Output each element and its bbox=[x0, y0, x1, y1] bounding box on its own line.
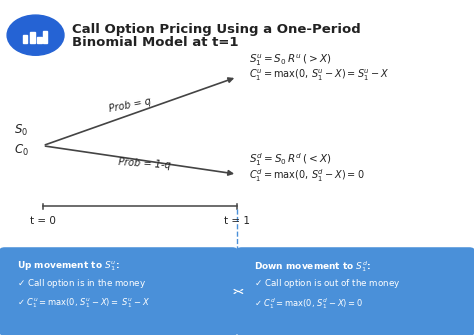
Text: Binomial Model at t=1: Binomial Model at t=1 bbox=[72, 37, 238, 49]
Bar bbox=[37, 37, 42, 43]
FancyBboxPatch shape bbox=[0, 247, 238, 335]
Bar bbox=[23, 35, 27, 43]
Text: $C_1^d = \max(0,\,S_1^d - X) = 0$: $C_1^d = \max(0,\,S_1^d - X) = 0$ bbox=[249, 168, 365, 184]
Text: $S_1^d = S_0\,R^d\;(<X)$: $S_1^d = S_0\,R^d\;(<X)$ bbox=[249, 151, 332, 168]
Text: $\checkmark$ $C_1^d = \max(0,\,S_1^d - X) = 0$: $\checkmark$ $C_1^d = \max(0,\,S_1^d - X… bbox=[254, 296, 363, 311]
Text: $C_1^u = \max(0,\,S_1^u - X) = S_1^u - X$: $C_1^u = \max(0,\,S_1^u - X) = S_1^u - X… bbox=[249, 68, 389, 83]
Text: Call Option Pricing Using a One-Period: Call Option Pricing Using a One-Period bbox=[72, 23, 361, 36]
Text: $\checkmark$ Call option is in the money: $\checkmark$ Call option is in the money bbox=[17, 277, 146, 289]
Text: Up movement to $S_1^u$:: Up movement to $S_1^u$: bbox=[17, 260, 119, 273]
FancyBboxPatch shape bbox=[236, 247, 474, 335]
Text: Prob = 1-q: Prob = 1-q bbox=[118, 156, 171, 170]
Text: Down movement to $S_1^d$:: Down movement to $S_1^d$: bbox=[254, 259, 371, 274]
Text: $\checkmark$ $C_1^u = \max(0,\,S_1^u - X) = \;S_1^u - X$: $\checkmark$ $C_1^u = \max(0,\,S_1^u - X… bbox=[17, 296, 149, 310]
Bar bbox=[30, 32, 35, 43]
Text: t = 1: t = 1 bbox=[224, 216, 250, 226]
Text: Prob = q: Prob = q bbox=[109, 96, 152, 114]
Text: $S_1^u = S_0\,R^u\;(>X)$: $S_1^u = S_0\,R^u\;(>X)$ bbox=[249, 53, 332, 68]
Text: $S_0$: $S_0$ bbox=[14, 123, 28, 138]
Circle shape bbox=[7, 15, 64, 55]
Text: $\checkmark$ Call option is out of the money: $\checkmark$ Call option is out of the m… bbox=[254, 277, 400, 289]
Text: $C_0$: $C_0$ bbox=[14, 143, 29, 158]
Text: t = 0: t = 0 bbox=[30, 216, 55, 226]
Bar bbox=[43, 31, 47, 43]
